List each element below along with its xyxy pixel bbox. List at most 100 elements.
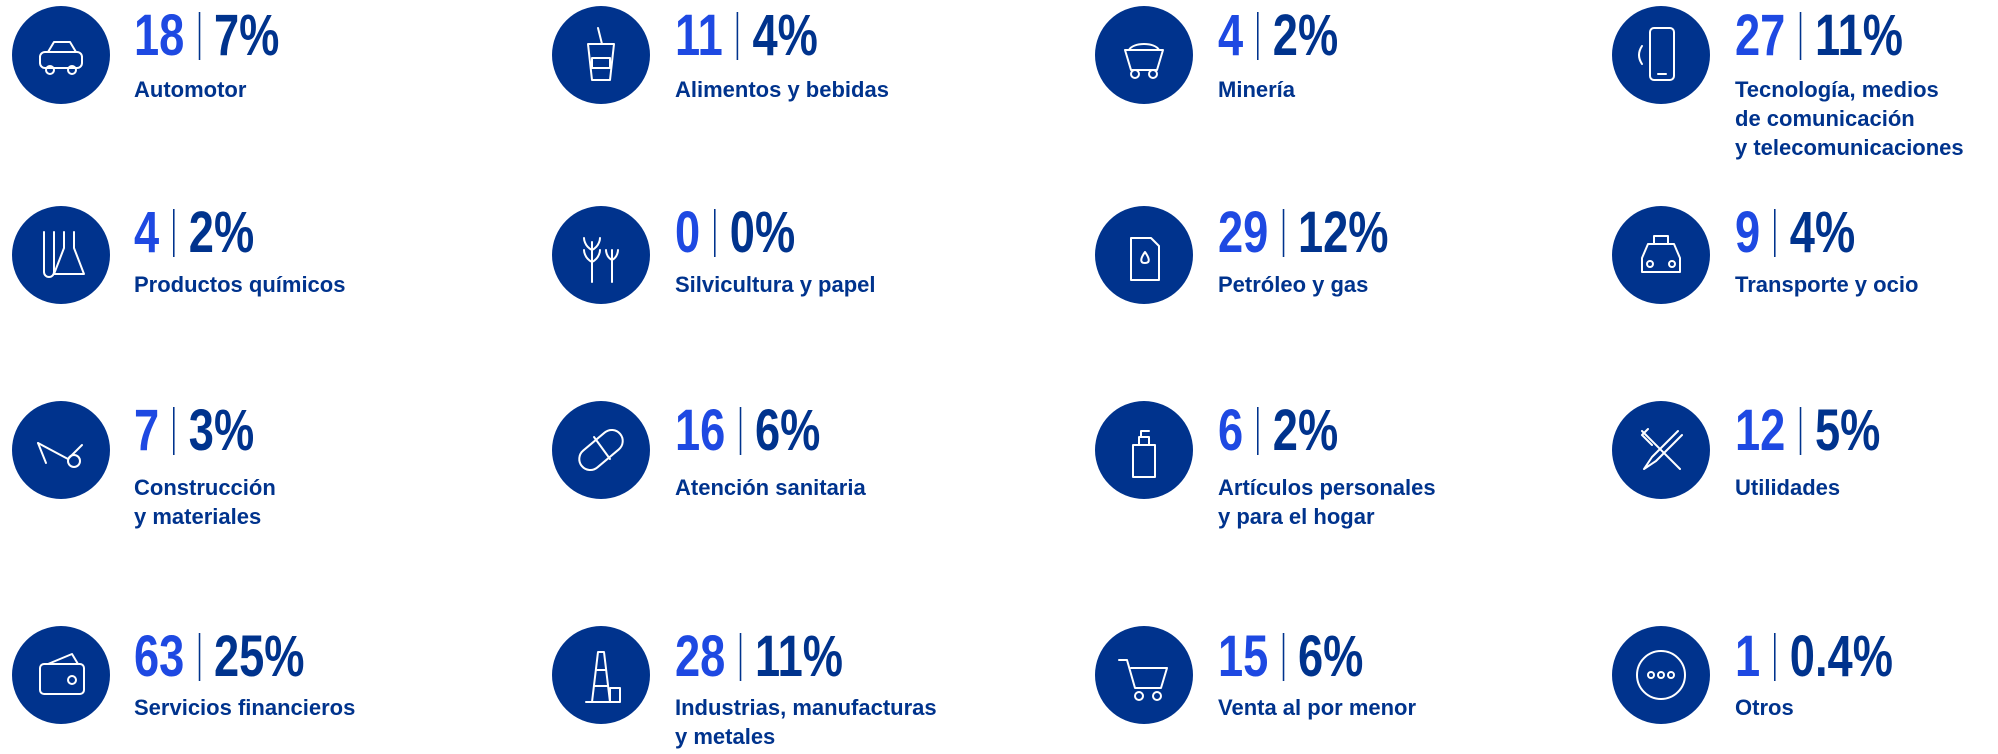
sector-percent: 2%	[1272, 398, 1339, 463]
sector-label: Utilidades	[1735, 475, 1841, 500]
sector-icon	[1612, 401, 1710, 499]
sector-label: Construcción	[134, 475, 276, 500]
sector-figures: 0 0%	[675, 203, 795, 263]
separator	[1799, 12, 1801, 60]
sector-icon	[552, 626, 650, 724]
sector-figures: 9 4%	[1735, 203, 1855, 263]
sector-icon	[1612, 626, 1710, 724]
sector-icon	[1612, 206, 1710, 304]
separator	[173, 407, 175, 455]
sector-icon	[1095, 6, 1193, 104]
sector-figures: 4 2%	[1218, 6, 1338, 66]
sector-figures: 63 25%	[134, 627, 305, 687]
sector-figures: 1 0.4%	[1735, 627, 1893, 687]
sector-percent: 0%	[729, 200, 796, 265]
sector-figures: 29 12%	[1218, 203, 1389, 263]
separator	[1282, 209, 1284, 257]
separator	[1774, 209, 1776, 257]
sector-icon	[1095, 206, 1193, 304]
sector-label: Petróleo y gas	[1218, 272, 1369, 297]
sector-icon	[12, 206, 110, 304]
sector-figures: 7 3%	[134, 401, 254, 461]
sector-icon	[1095, 626, 1193, 724]
separator	[198, 12, 200, 60]
sector-label: Artículos personales	[1218, 475, 1436, 500]
sector-label: Venta al por menor	[1218, 695, 1417, 720]
sector-percent: 5%	[1814, 398, 1881, 463]
sector-label: Alimentos y bebidas	[675, 77, 889, 102]
sector-count: 27	[1735, 3, 1786, 68]
separator	[736, 12, 739, 60]
sector-icon	[1095, 401, 1193, 499]
sector-percent: 12%	[1297, 200, 1389, 265]
sector-count: 1	[1735, 624, 1761, 689]
separator	[1774, 633, 1776, 681]
separator	[198, 633, 200, 681]
sector-count: 12	[1735, 398, 1786, 463]
separator	[1799, 407, 1801, 455]
sector-percent: 6%	[754, 398, 821, 463]
sector-label: Transporte y ocio	[1735, 272, 1919, 297]
sector-count: 11	[675, 3, 723, 68]
sector-percent: 4%	[1789, 200, 1856, 265]
sector-icon	[552, 6, 650, 104]
sector-count: 6	[1218, 398, 1244, 463]
sector-percent: 2%	[188, 200, 255, 265]
sector-icon	[552, 401, 650, 499]
sector-icon	[1612, 6, 1710, 104]
sector-figures: 16 6%	[675, 401, 820, 461]
sector-label: Servicios financieros	[134, 695, 356, 720]
separator	[1257, 12, 1259, 60]
sector-percent: 25%	[213, 624, 305, 689]
sector-percent: 11%	[754, 624, 844, 689]
separator	[1282, 633, 1284, 681]
separator	[739, 633, 741, 681]
sector-label: y telecomunicaciones	[1735, 135, 1964, 160]
sector-count: 16	[675, 398, 726, 463]
sector-label: Tecnología, medios	[1735, 77, 1939, 102]
sector-label: Silvicultura y papel	[675, 272, 876, 297]
sector-icon	[12, 401, 110, 499]
sector-label: y metales	[675, 724, 776, 749]
sector-count: 29	[1218, 200, 1269, 265]
sector-label: Minería	[1218, 77, 1296, 102]
sector-figures: 12 5%	[1735, 401, 1880, 461]
sector-label: y materiales	[134, 504, 262, 529]
sector-count: 7	[134, 398, 160, 463]
sector-percent: 3%	[188, 398, 255, 463]
separator	[739, 407, 741, 455]
sector-figures: 15 6%	[1218, 627, 1363, 687]
sector-percent: 6%	[1297, 624, 1364, 689]
sector-count: 4	[1218, 3, 1244, 68]
sector-figures: 4 2%	[134, 203, 254, 263]
sector-percent: 0.4%	[1789, 624, 1893, 689]
sector-label: Productos químicos	[134, 272, 346, 297]
sector-figures: 28 11%	[675, 627, 843, 687]
sector-icon	[12, 6, 110, 104]
separator	[1257, 407, 1259, 455]
sector-label: de comunicación	[1735, 106, 1915, 131]
sector-label: y para el hogar	[1218, 504, 1375, 529]
separator	[173, 209, 175, 257]
sector-count: 9	[1735, 200, 1761, 265]
sector-count: 4	[134, 200, 160, 265]
sector-count: 28	[675, 624, 726, 689]
sector-icon	[12, 626, 110, 724]
sector-count: 18	[134, 3, 185, 68]
sector-percent: 11%	[1814, 3, 1904, 68]
sector-label: Otros	[1735, 695, 1794, 720]
sector-percent: 2%	[1272, 3, 1339, 68]
sector-icon	[552, 206, 650, 304]
separator	[714, 209, 716, 257]
sector-label: Automotor	[134, 77, 247, 102]
sector-figures: 11 4%	[675, 6, 818, 66]
sector-count: 0	[675, 200, 701, 265]
sector-figures: 27 11%	[1735, 6, 1903, 66]
sector-figures: 6 2%	[1218, 401, 1338, 461]
sector-percent: 4%	[752, 3, 818, 68]
sector-count: 63	[134, 624, 185, 689]
sector-label: Industrias, manufacturas	[675, 695, 937, 720]
sector-figures: 18 7%	[134, 6, 279, 66]
sector-percent: 7%	[213, 3, 280, 68]
